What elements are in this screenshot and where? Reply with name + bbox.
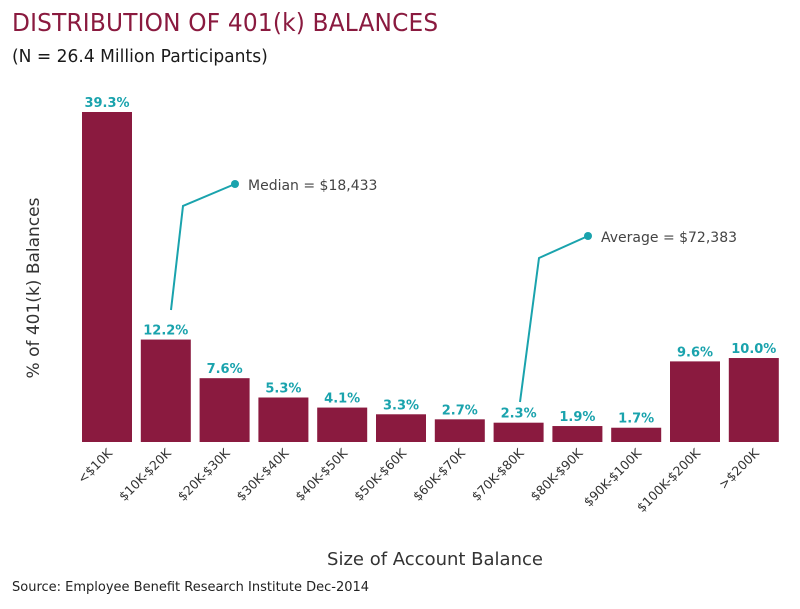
chart-subtitle: (N = 26.4 Million Participants) (12, 46, 268, 67)
x-tick-labels-group: <$10K $10K-$20K $20K-$30K $30K-$40K $40K-$50… (74, 445, 762, 515)
x-tick-label: $90K-$100K (580, 445, 644, 509)
x-tick-label: $70K-$80K (469, 445, 528, 504)
y-axis-label: % of 401(k) Balances (24, 197, 44, 379)
x-tick-label: $80K-$90K (527, 445, 586, 504)
bar (82, 112, 132, 442)
source-note: Source: Employee Benefit Research Instit… (12, 580, 370, 595)
value-label: 1.9% (559, 410, 595, 425)
value-label: 7.6% (207, 362, 243, 377)
bar (552, 426, 603, 442)
value-label: 4.1% (324, 392, 360, 407)
x-tick-label: $20K-$30K (175, 445, 234, 504)
value-label: 2.3% (501, 407, 537, 422)
annotation-text: Median = $18,433 (248, 178, 377, 194)
x-tick-label: $40K-$50K (292, 445, 351, 504)
x-tick-label: $100K-$200K (634, 445, 704, 515)
value-label: 10.0% (731, 342, 776, 357)
value-label: 2.7% (442, 403, 478, 418)
bar (728, 358, 779, 442)
value-label: 5.3% (265, 381, 301, 396)
bar (258, 397, 309, 442)
annotations-group: Median = $18,433 Average = $72,383 (170, 178, 737, 403)
bar (493, 422, 544, 442)
x-tick-label: $60K-$70K (410, 445, 469, 504)
bar (317, 407, 368, 442)
annotation-leader-line (170, 183, 236, 311)
value-label: 9.6% (677, 345, 713, 360)
annotation-dot-icon (584, 232, 592, 240)
value-label: 12.2% (143, 324, 188, 339)
annotation-text: Average = $72,383 (601, 230, 737, 246)
x-tick-label: $10K-$20K (116, 445, 175, 504)
x-tick-label: >$200K (716, 445, 763, 492)
bar (670, 361, 720, 442)
bar (199, 378, 250, 442)
bar (611, 427, 662, 442)
value-label: 3.3% (383, 398, 419, 413)
bar (434, 419, 485, 442)
bars-group (82, 112, 779, 442)
value-label: 39.3% (84, 96, 129, 111)
value-labels-group: 39.3% 12.2% 7.6% 5.3% 4.1% 3.3% 2.7% 2.3% 1.9% 1.… (84, 96, 776, 427)
annotation-dot-icon (231, 180, 239, 188)
bar (376, 414, 426, 442)
bar (140, 339, 191, 442)
x-tick-label: $50K-$60K (351, 445, 410, 504)
chart-title: DISTRIBUTION OF 401(k) BALANCES (12, 8, 439, 37)
x-tick-label: <$10K (74, 445, 115, 486)
x-axis-label: Size of Account Balance (327, 549, 543, 570)
annotation-leader-line (519, 235, 589, 403)
value-label: 1.7% (618, 412, 654, 427)
x-tick-label: $30K-$40K (233, 445, 292, 504)
